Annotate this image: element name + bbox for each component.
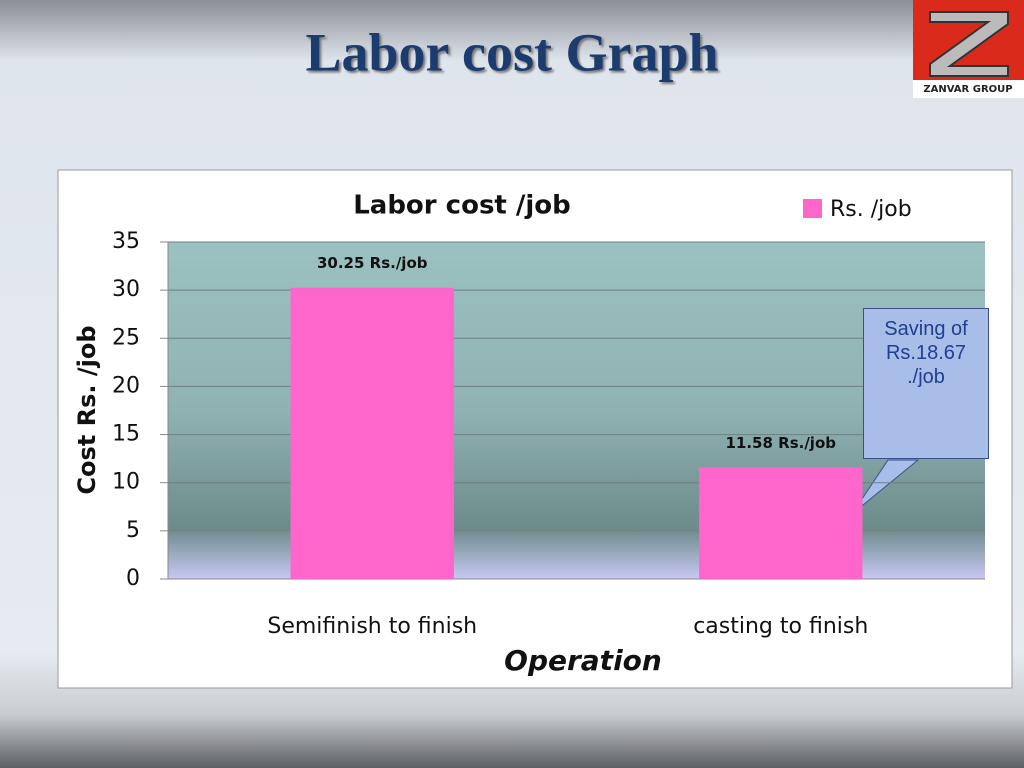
bar [699, 467, 863, 579]
callout: Saving of Rs.18.67 ./job [863, 308, 989, 459]
bar [290, 287, 454, 579]
logo: ZANVAR GROUP [913, 0, 1024, 98]
y-tick-label: 20 [112, 373, 140, 398]
slide-title: Labor cost Graph [305, 22, 718, 82]
legend-swatch [803, 199, 822, 218]
chart-title: Labor cost /job [353, 191, 571, 221]
callout-tail [851, 459, 920, 515]
x-tick-label: casting to finish [693, 614, 868, 639]
y-tick-label: 30 [112, 277, 140, 302]
y-tick-label: 10 [112, 470, 140, 495]
y-tick-label: 15 [112, 422, 140, 447]
legend-label: Rs. /job [830, 197, 912, 222]
x-axis-title: Operation [504, 644, 662, 677]
data-label: 11.58 Rs./job [725, 434, 836, 452]
logo-text: ZANVAR GROUP [923, 84, 1012, 95]
y-tick-label: 25 [112, 325, 140, 350]
data-label: 30.25 Rs./job [317, 254, 428, 272]
x-tick-label: Semifinish to finish [267, 614, 477, 639]
y-axis-title: Cost Rs. /job [73, 325, 101, 494]
y-tick-label: 0 [126, 566, 140, 591]
y-tick-label: 35 [112, 229, 140, 254]
y-tick-label: 5 [126, 518, 140, 543]
